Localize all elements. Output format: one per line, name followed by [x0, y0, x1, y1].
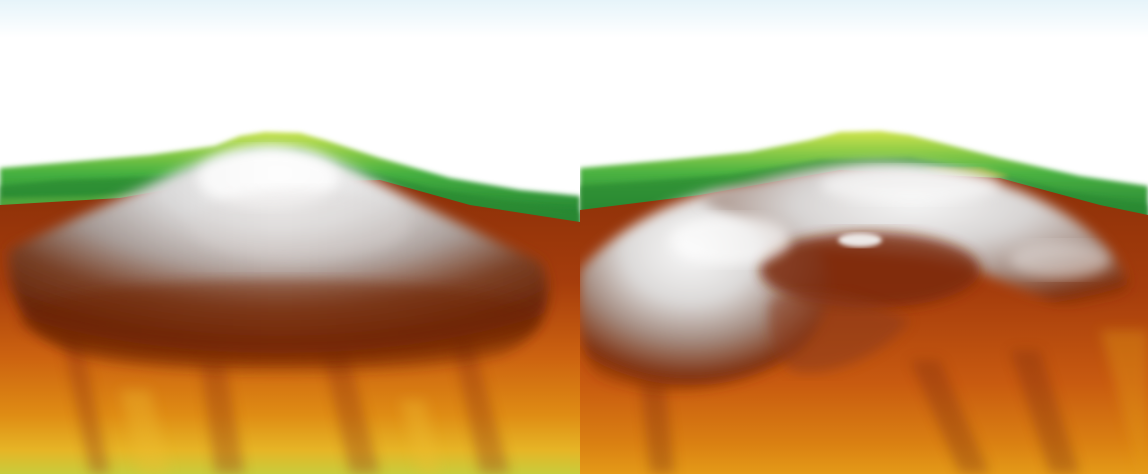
right-right-highlight — [1010, 242, 1110, 278]
right-crater-lake — [838, 233, 882, 247]
left-slope-streaks — [60, 330, 510, 474]
right-slope-streaks — [640, 330, 1148, 474]
right-terrain-render — [580, 0, 1148, 474]
left-terrain-render — [0, 0, 580, 474]
left-upper-slope-light — [190, 190, 410, 260]
right-front-rim — [768, 291, 910, 373]
right-crater-interior — [760, 232, 980, 308]
right-left-highlight — [670, 215, 790, 265]
left-cone-skirt — [20, 280, 540, 360]
right-terrain-panel — [580, 0, 1148, 474]
left-terrain-panel — [0, 0, 580, 474]
right-back-highlight — [820, 167, 1000, 203]
